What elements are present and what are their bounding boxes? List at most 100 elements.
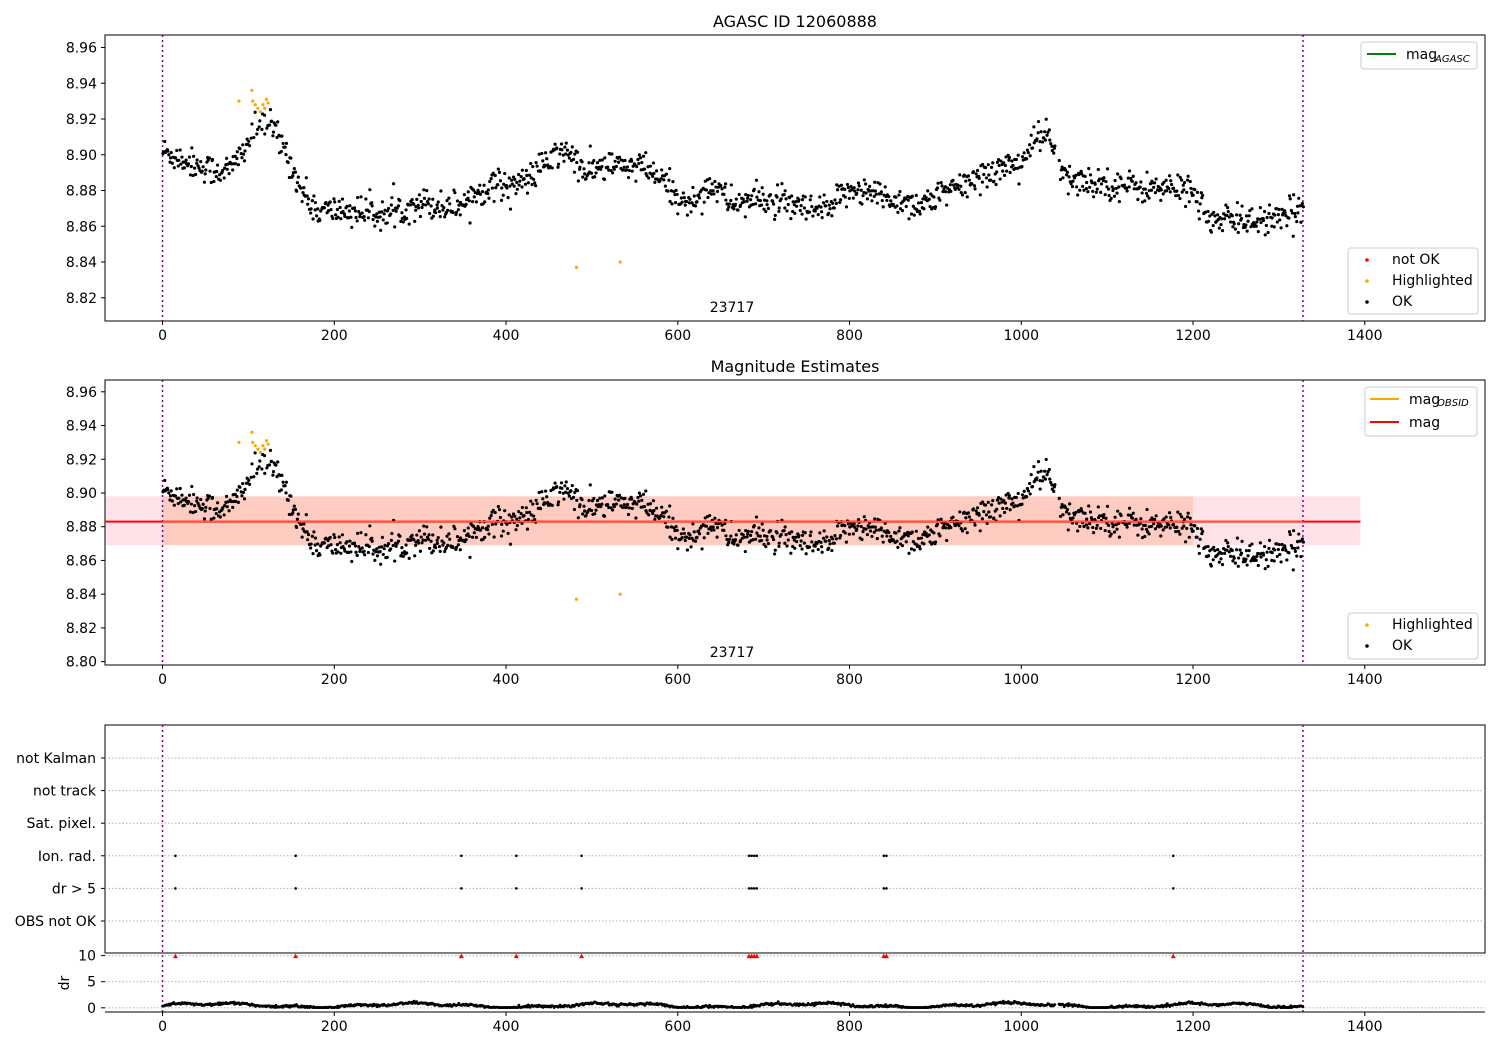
ok-point xyxy=(917,544,922,548)
ok-point xyxy=(435,541,439,545)
ok-point xyxy=(284,153,288,157)
ok-point xyxy=(517,183,521,187)
ok-point xyxy=(666,189,670,193)
ok-point xyxy=(496,504,500,509)
ok-point xyxy=(592,158,596,163)
ok-point xyxy=(1197,217,1201,221)
ok-point xyxy=(741,533,745,537)
ok-point xyxy=(1198,537,1202,541)
ok-point xyxy=(609,168,613,173)
ok-point xyxy=(247,478,251,482)
ok-point xyxy=(281,141,285,146)
ok-point xyxy=(1176,193,1181,198)
ok-point xyxy=(1292,193,1296,197)
ok-point xyxy=(1088,185,1092,189)
ok-point xyxy=(1250,207,1254,211)
ok-point xyxy=(1105,167,1110,171)
ok-point xyxy=(1207,219,1211,223)
ok-point xyxy=(274,463,278,467)
ok-point xyxy=(543,164,547,168)
ok-point xyxy=(364,197,368,201)
ok-point xyxy=(240,156,244,160)
ok-point xyxy=(689,210,693,214)
flag-point xyxy=(515,887,518,890)
x-tick-label: 200 xyxy=(321,672,348,688)
ok-point xyxy=(435,206,439,210)
ok-point xyxy=(647,176,651,180)
ok-point xyxy=(221,168,225,173)
ok-point xyxy=(427,533,431,537)
ok-point xyxy=(380,535,384,540)
flag-point xyxy=(885,854,888,858)
ok-point xyxy=(270,119,274,123)
ok-point xyxy=(280,134,284,138)
ok-point xyxy=(957,524,961,528)
ok-point xyxy=(578,165,582,169)
ok-point xyxy=(606,503,610,507)
ok-point xyxy=(973,187,977,191)
ok-point xyxy=(637,491,641,495)
x-tick-label: 1200 xyxy=(1175,1019,1211,1035)
ok-point xyxy=(995,498,1000,502)
ok-point xyxy=(868,193,873,197)
ok-point xyxy=(849,184,853,189)
ok-point xyxy=(1107,193,1111,198)
ok-point xyxy=(349,215,353,219)
ok-point xyxy=(1025,157,1029,161)
x-tick-label: 1400 xyxy=(1347,672,1383,688)
x-tick-label: 400 xyxy=(493,328,520,344)
ok-point xyxy=(478,183,482,187)
ok-point xyxy=(873,517,877,521)
ok-point xyxy=(1057,158,1061,163)
ok-point xyxy=(1043,477,1048,481)
y-tick-label: 8.90 xyxy=(66,148,97,164)
ok-point xyxy=(433,543,437,547)
ok-point xyxy=(416,206,421,210)
ok-point xyxy=(919,201,923,205)
ok-point xyxy=(1114,523,1118,527)
ok-point xyxy=(230,162,234,166)
ok-point xyxy=(506,531,510,535)
ok-point xyxy=(390,196,394,200)
ok-point xyxy=(385,555,389,559)
ok-point xyxy=(1223,551,1227,555)
ok-point xyxy=(196,164,200,168)
ok-point xyxy=(408,538,413,542)
legend-box xyxy=(1347,612,1479,660)
ok-point xyxy=(532,177,536,181)
ok-point xyxy=(531,164,535,169)
ok-point xyxy=(438,549,442,553)
ok-point xyxy=(865,197,869,201)
ok-point xyxy=(771,535,775,539)
ok-point xyxy=(907,217,911,221)
ok-point xyxy=(864,527,868,531)
x-tick-label: 0 xyxy=(158,672,167,688)
ok-point xyxy=(1195,200,1199,204)
ok-point xyxy=(1219,222,1223,227)
ok-point xyxy=(1036,460,1041,464)
ok-point xyxy=(800,547,804,551)
ok-point xyxy=(584,513,588,518)
ok-point xyxy=(270,459,274,463)
ok-point xyxy=(810,540,814,544)
ok-point xyxy=(798,543,802,548)
ok-point xyxy=(175,487,179,491)
ok-point xyxy=(1036,119,1041,124)
ok-point xyxy=(407,222,411,226)
ok-point xyxy=(422,188,426,192)
ok-point xyxy=(534,498,538,502)
ok-point xyxy=(1147,532,1151,536)
ok-point xyxy=(295,517,300,521)
y-tick-label: 8.88 xyxy=(66,520,97,536)
ok-point xyxy=(875,537,879,541)
ok-point xyxy=(1230,214,1234,218)
ok-point xyxy=(491,171,495,175)
ok-point xyxy=(1057,496,1061,500)
ok-point xyxy=(706,531,710,535)
ok-point xyxy=(852,186,856,190)
ok-point xyxy=(662,515,666,519)
ok-point xyxy=(310,198,314,203)
highlighted-point xyxy=(250,88,254,93)
ok-point xyxy=(1063,505,1068,509)
ok-point xyxy=(827,203,831,207)
